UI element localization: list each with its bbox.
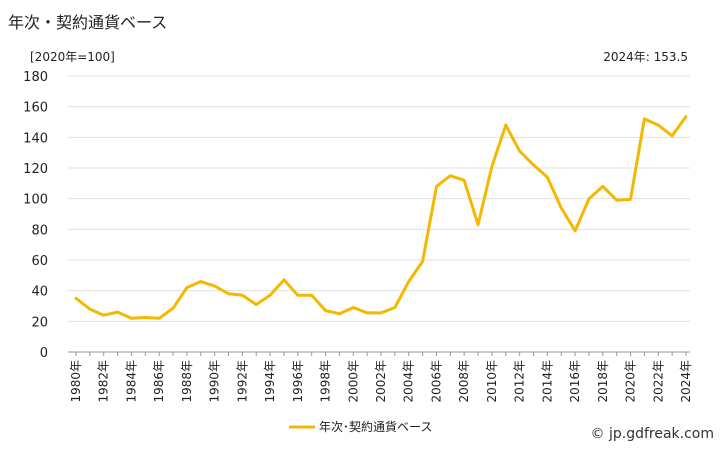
chart-title: 年次・契約通貨ベース <box>8 13 168 32</box>
data-point <box>324 309 327 312</box>
x-tick-label: 1998年 <box>319 360 333 403</box>
y-tick-label: 80 <box>31 223 48 238</box>
data-point <box>449 174 452 177</box>
x-tick-label: 1980年 <box>69 360 83 403</box>
data-point <box>546 176 549 179</box>
y-tick-label: 0 <box>40 346 48 361</box>
legend: 年次･契約通貨ベース <box>289 419 432 434</box>
data-point <box>573 229 577 233</box>
x-tick-label: 2000年 <box>346 360 360 403</box>
source-credit: © jp.gdfreak.com <box>590 426 714 442</box>
x-tick-label: 1986年 <box>152 360 166 403</box>
x-tick-labels: 1980年 1982年 1984年 1986年 1988年 1990年 1992年 1994年… <box>69 360 693 403</box>
x-tick-label: 1990年 <box>208 360 222 403</box>
data-point <box>213 284 216 288</box>
x-tick-label: 1994年 <box>263 360 277 403</box>
data-point <box>684 115 688 118</box>
x-tick-label: 2022年 <box>651 360 665 403</box>
data-point <box>199 280 202 283</box>
x-tick-label: 1984年 <box>124 360 138 403</box>
x-tick-label: 2010年 <box>485 360 499 403</box>
x-tick-label: 2014年 <box>540 360 554 403</box>
data-point <box>532 163 535 167</box>
data-point <box>407 280 410 283</box>
series-line <box>74 115 688 320</box>
data-point <box>102 314 105 317</box>
x-tick-label: 1992年 <box>235 360 249 403</box>
data-point <box>144 316 147 319</box>
data-point <box>504 123 507 127</box>
x-tick-label: 2008年 <box>457 360 471 403</box>
y-tick-label: 60 <box>31 254 48 269</box>
data-point <box>587 197 591 200</box>
x-tick-label: 2006年 <box>429 360 443 403</box>
y-tick-label: 20 <box>31 315 48 330</box>
data-point <box>629 198 632 201</box>
data-point <box>352 306 355 309</box>
data-point <box>476 223 480 226</box>
data-point <box>421 260 424 263</box>
y-tick-label: 160 <box>23 101 48 116</box>
data-point <box>462 179 466 182</box>
x-tick-label: 2002年 <box>374 360 388 403</box>
data-point <box>657 123 660 127</box>
x-tick-label: 2004年 <box>402 360 416 403</box>
data-point <box>74 297 78 300</box>
y-tick-label: 140 <box>23 131 48 146</box>
x-tick-label: 2018年 <box>596 360 610 403</box>
x-tick-label: 2016年 <box>568 360 582 403</box>
y-tick-label: 120 <box>23 162 48 177</box>
data-point <box>365 311 369 315</box>
y-tick-labels: 0 20 40 60 80 100 120 140 160 180 <box>23 70 48 361</box>
data-point <box>241 294 244 297</box>
x-tick-label: 1988年 <box>180 360 194 403</box>
data-point <box>185 286 189 289</box>
grid-lines <box>68 75 690 356</box>
data-point <box>518 149 521 153</box>
unit-label: [2020年=100] <box>30 50 115 64</box>
x-tick-label: 1982年 <box>97 360 111 403</box>
y-tick-label: 180 <box>23 70 48 85</box>
data-point <box>310 294 313 297</box>
data-point <box>255 303 258 306</box>
data-point <box>296 294 300 297</box>
data-point <box>88 307 92 311</box>
data-point <box>282 278 286 282</box>
series-group <box>74 115 688 320</box>
x-tick-label: 2020年 <box>624 360 638 403</box>
data-point <box>379 311 383 315</box>
data-point <box>268 294 272 297</box>
data-point <box>227 292 230 295</box>
legend-label: 年次･契約通貨ベース <box>319 419 432 434</box>
data-point <box>157 317 161 320</box>
data-point <box>171 307 175 310</box>
latest-value-label: 2024年: 153.5 <box>603 50 688 64</box>
x-tick-label: 1996年 <box>291 360 305 403</box>
data-point <box>560 206 563 210</box>
data-point <box>393 306 397 309</box>
data-point <box>338 312 341 315</box>
x-tick-label: 2024年 <box>679 360 693 403</box>
data-point <box>116 310 119 314</box>
data-point <box>601 185 605 188</box>
data-point <box>435 185 438 188</box>
data-point <box>670 134 674 137</box>
x-tick-label: 2012年 <box>513 360 527 403</box>
y-tick-label: 100 <box>23 193 48 208</box>
y-tick-label: 40 <box>31 285 48 300</box>
data-point <box>643 117 646 121</box>
data-point <box>130 317 133 320</box>
data-point <box>615 199 618 202</box>
data-point <box>490 165 494 168</box>
